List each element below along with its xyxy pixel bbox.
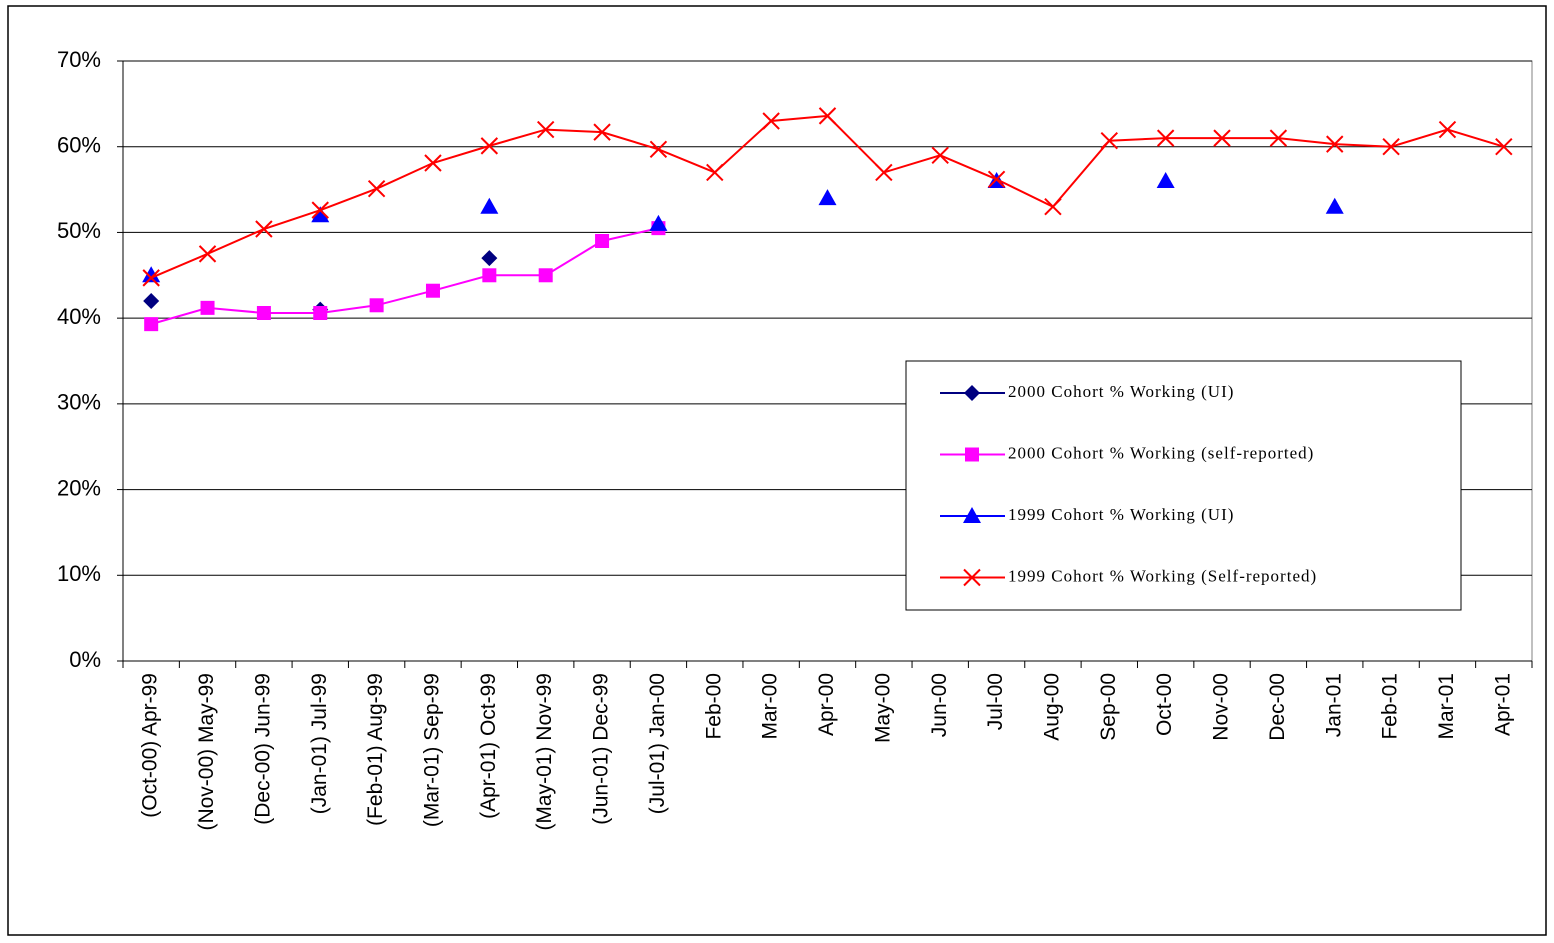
marker	[1156, 129, 1175, 147]
marker	[1325, 197, 1344, 214]
marker	[481, 250, 498, 267]
x-tick-label: (Oct-00) Apr-99	[139, 673, 162, 818]
marker	[144, 317, 159, 332]
x-tick-label: Jun-00	[928, 673, 951, 737]
marker	[480, 137, 499, 155]
marker	[1382, 138, 1400, 156]
marker	[1326, 135, 1344, 153]
marker	[311, 201, 329, 219]
marker	[367, 180, 386, 198]
y-tick-label: 20%	[57, 475, 101, 500]
legend-box	[905, 360, 1462, 611]
marker	[818, 107, 837, 125]
x-tick-label: Oct-00	[1153, 673, 1176, 736]
marker	[313, 306, 328, 320]
x-tick-label: (Mar-01) Sep-99	[421, 673, 444, 827]
x-tick-label: Sep-00	[1097, 673, 1120, 741]
marker	[931, 146, 949, 164]
y-tick-label: 10%	[57, 561, 101, 586]
legend-label: 1999 Cohort % Working (UI)	[1008, 505, 1234, 524]
marker	[818, 189, 837, 206]
marker	[963, 568, 981, 587]
x-tick-label: Aug-00	[1040, 673, 1063, 741]
marker	[1213, 129, 1231, 147]
marker	[762, 112, 780, 130]
marker	[425, 283, 440, 298]
marker	[1044, 198, 1062, 216]
marker	[963, 507, 981, 523]
marker	[964, 385, 980, 401]
marker	[143, 293, 160, 309]
x-tick-label: Mar-01	[1435, 673, 1458, 740]
x-tick-label: Mar-00	[759, 673, 782, 740]
x-tick-label: (Jun-01) Dec-99	[590, 673, 613, 825]
x-tick-label: (Dec-00) Jun-99	[251, 673, 274, 825]
x-tick-label: (Jan-01) Jul-99	[308, 673, 331, 814]
marker	[256, 306, 271, 320]
legend: 2000 Cohort % Working (UI) 2000 Cohort % …	[905, 360, 1462, 611]
x-tick-label: (May-01) Nov-99	[533, 673, 556, 831]
marker	[198, 245, 217, 263]
marker	[1100, 132, 1119, 150]
x-tick-label: Dec-00	[1266, 673, 1289, 741]
y-tick-label: 60%	[57, 133, 101, 158]
marker	[480, 197, 499, 214]
marker	[311, 206, 330, 223]
x-tick-label: Jan-01	[1322, 673, 1345, 737]
marker	[649, 140, 668, 158]
marker	[536, 120, 555, 139]
x-tick-label: May-00	[871, 673, 894, 743]
marker	[482, 268, 497, 283]
x-tick-label: (Feb-01) Aug-99	[364, 673, 387, 826]
marker	[538, 268, 553, 283]
x-tick-label: (Nov-00) May-99	[195, 673, 218, 831]
legend-label: 2000 Cohort % Working (self-reported)	[1008, 443, 1314, 462]
y-tick-label: 30%	[57, 390, 101, 415]
marker	[369, 298, 384, 313]
x-tick-label: Apr-01	[1491, 673, 1514, 736]
marker	[1156, 172, 1175, 188]
marker	[593, 123, 611, 141]
marker	[875, 163, 893, 182]
x-tick-label: (Apr-01) Oct-99	[477, 673, 500, 819]
x-tick-label: Nov-00	[1210, 673, 1233, 741]
marker	[142, 266, 161, 283]
x-tick-label: Apr-00	[815, 673, 838, 736]
y-tick-label: 40%	[57, 304, 101, 329]
marker	[1495, 138, 1513, 156]
marker	[424, 154, 442, 172]
marker	[706, 163, 724, 182]
marker	[200, 300, 215, 315]
x-tick-label: (Jul-01) Jan-00	[646, 673, 669, 814]
marker	[1269, 129, 1288, 147]
marker	[255, 220, 273, 238]
y-tick-label: 70%	[57, 47, 101, 72]
marker	[595, 234, 610, 248]
legend-label: 1999 Cohort % Working (Self-reported)	[1008, 566, 1317, 585]
x-tick-label: Jul-00	[984, 673, 1007, 730]
legend-label: 2000 Cohort % Working (UI)	[1008, 382, 1234, 401]
marker	[142, 269, 160, 287]
series-line	[150, 227, 659, 326]
marker	[965, 447, 979, 462]
y-tick-label: 0%	[69, 647, 101, 672]
marker	[649, 214, 668, 231]
x-tick-label: Feb-01	[1379, 673, 1402, 740]
marker	[1438, 120, 1457, 139]
marker	[987, 170, 1006, 188]
x-tick-label: Feb-00	[702, 673, 725, 740]
y-tick-label: 50%	[57, 218, 101, 243]
